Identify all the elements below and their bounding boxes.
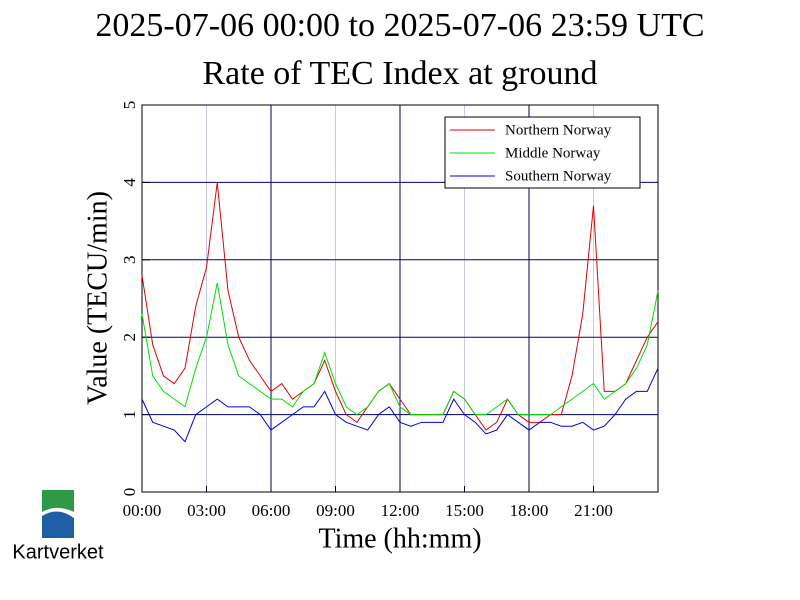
x-tick-label: 00:00 xyxy=(123,501,162,520)
y-tick-label: 1 xyxy=(120,410,139,419)
x-tick-label: 09:00 xyxy=(316,501,355,520)
x-tick-label: 18:00 xyxy=(510,501,549,520)
legend-label: Middle Norway xyxy=(505,145,601,161)
logo-wave xyxy=(41,508,75,518)
logo-text: Kartverket xyxy=(12,541,104,563)
y-tick-label: 2 xyxy=(120,333,139,342)
legend-label: Northern Norway xyxy=(505,122,612,138)
logo: Kartverket xyxy=(12,490,104,563)
y-tick-label: 4 xyxy=(120,178,139,187)
y-axis-label: Value (TECU/min) xyxy=(82,191,113,405)
logo-top xyxy=(42,490,74,512)
x-tick-label: 12:00 xyxy=(381,501,420,520)
y-tick-label: 0 xyxy=(120,488,139,497)
series-line xyxy=(141,182,659,431)
y-tick-label: 5 xyxy=(120,101,139,110)
chart-title: 2025-07-06 00:00 to 2025-07-06 23:59 UTC xyxy=(95,7,704,44)
legend-label: Southern Norway xyxy=(505,168,612,184)
x-tick-label: 06:00 xyxy=(252,501,291,520)
x-axis-label: Time (hh:mm) xyxy=(318,523,481,554)
x-tick-label: 21:00 xyxy=(574,501,613,520)
series-line xyxy=(141,282,659,416)
x-tick-label: 15:00 xyxy=(445,501,484,520)
logo-bottom xyxy=(42,511,74,538)
series-line xyxy=(141,367,659,443)
chart-subtitle: Rate of TEC Index at ground xyxy=(202,55,597,92)
plot-frame xyxy=(141,104,659,493)
x-tick-label: 03:00 xyxy=(187,501,226,520)
y-tick-label: 3 xyxy=(120,256,139,265)
